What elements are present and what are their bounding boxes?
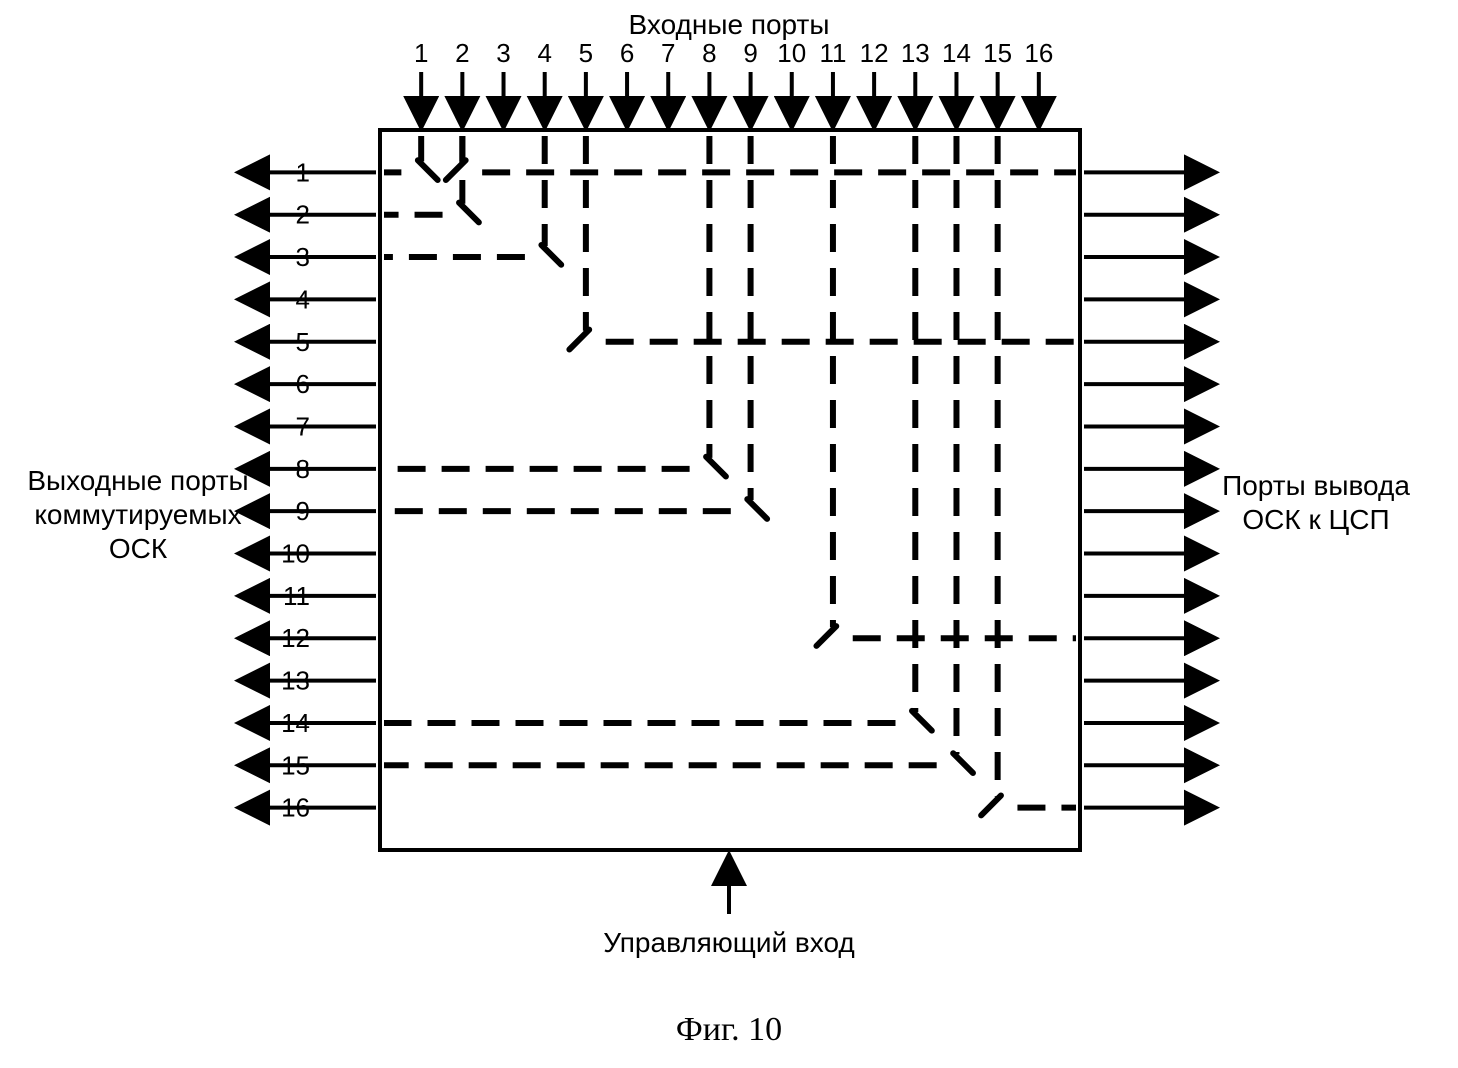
left-port-number: 9 <box>296 496 310 526</box>
left-title-line: коммутируемых <box>34 499 241 530</box>
input-port-number: 15 <box>983 38 1012 68</box>
left-port-number: 7 <box>296 411 310 441</box>
switch-contact <box>981 796 1001 816</box>
input-port-number: 9 <box>743 38 757 68</box>
left-port-number: 16 <box>281 793 310 823</box>
switch-contact <box>953 753 973 773</box>
input-port-number: 3 <box>496 38 510 68</box>
left-port-number: 13 <box>281 666 310 696</box>
left-port-number: 4 <box>296 284 310 314</box>
input-port-number: 11 <box>819 38 846 68</box>
switch-matrix-diagram: 1234567891011121314151612345678910111213… <box>0 0 1458 1068</box>
switch-contact <box>418 160 438 180</box>
switch-contact <box>912 711 932 731</box>
left-port-number: 3 <box>296 242 310 272</box>
input-port-number: 16 <box>1024 38 1053 68</box>
switch-box <box>380 130 1080 850</box>
input-port-number: 6 <box>620 38 634 68</box>
right-title-line: ОСК к ЦСП <box>1242 504 1389 535</box>
input-port-number: 2 <box>455 38 469 68</box>
left-port-number: 8 <box>296 454 310 484</box>
left-port-number: 1 <box>296 157 310 187</box>
input-port-number: 13 <box>901 38 930 68</box>
switch-contact <box>446 160 466 180</box>
input-port-number: 8 <box>702 38 716 68</box>
switch-contact <box>747 499 767 519</box>
left-title-line: ОСК <box>109 533 168 564</box>
left-port-number: 12 <box>281 623 310 653</box>
figure-caption: Фиг. 10 <box>676 1011 782 1048</box>
left-port-number: 6 <box>296 369 310 399</box>
left-port-number: 11 <box>283 581 310 611</box>
input-port-number: 14 <box>942 38 971 68</box>
left-port-number: 5 <box>296 327 310 357</box>
switch-contact <box>816 626 836 646</box>
left-port-number: 14 <box>281 708 310 738</box>
input-port-number: 10 <box>777 38 806 68</box>
switch-contact <box>459 203 479 223</box>
input-port-number: 4 <box>537 38 551 68</box>
switch-contact <box>541 245 561 265</box>
switch-contact <box>569 330 589 350</box>
input-port-number: 12 <box>860 38 889 68</box>
switch-contact <box>706 457 726 477</box>
input-port-number: 7 <box>661 38 675 68</box>
top-title: Входные порты <box>629 9 830 40</box>
input-port-number: 1 <box>414 38 428 68</box>
left-port-number: 2 <box>296 200 310 230</box>
left-port-number: 15 <box>281 750 310 780</box>
bottom-title: Управляющий вход <box>603 927 855 958</box>
input-port-number: 5 <box>579 38 593 68</box>
left-title-line: Выходные порты <box>27 465 248 496</box>
left-port-number: 10 <box>281 539 310 569</box>
right-title-line: Порты вывода <box>1222 470 1410 501</box>
